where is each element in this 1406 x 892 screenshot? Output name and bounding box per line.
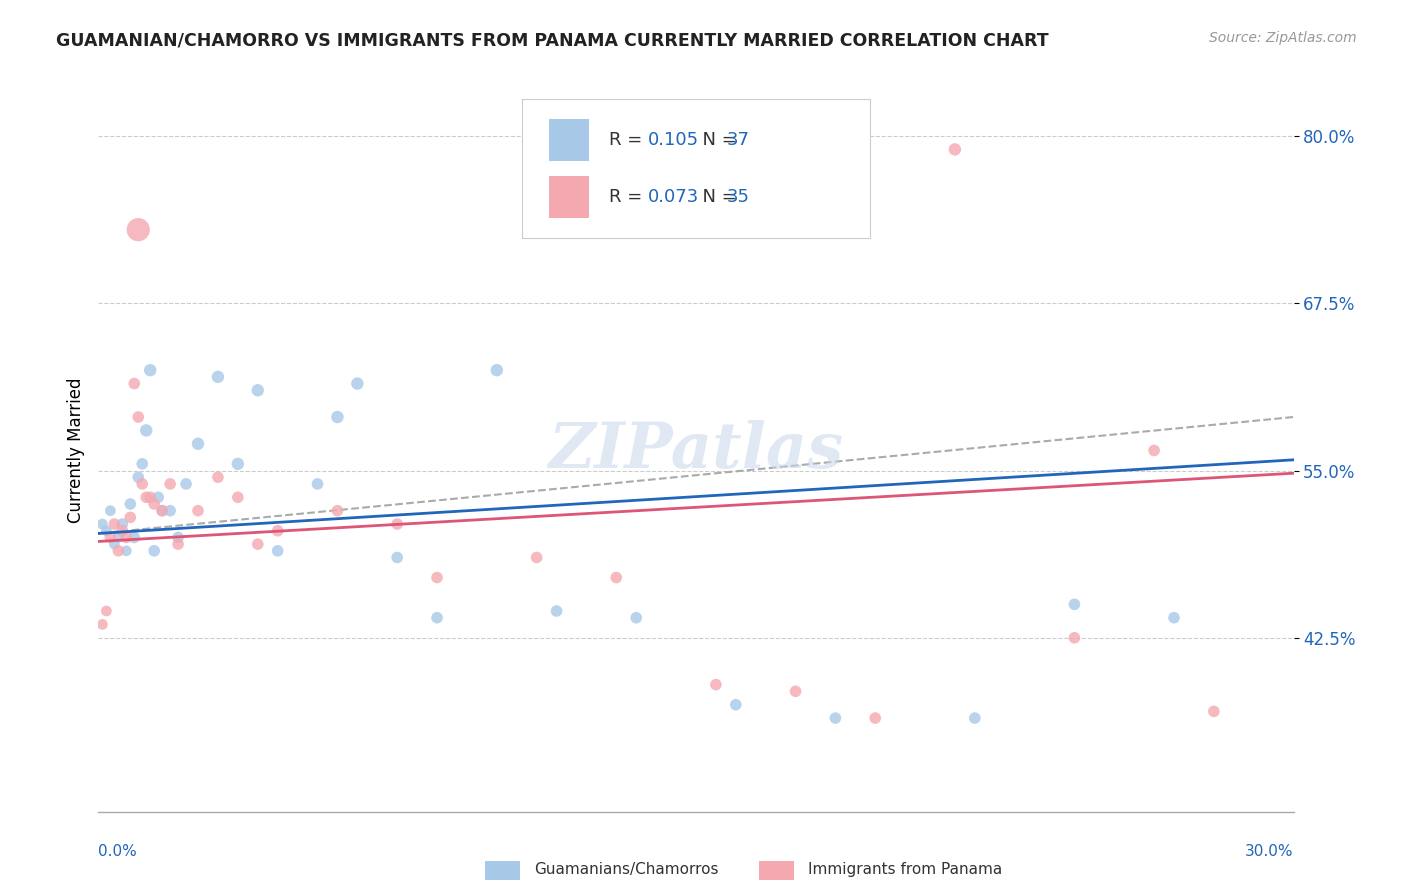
Point [120, 497, 142, 511]
Text: R =: R = [609, 188, 648, 206]
Point [107, 530, 129, 544]
Point [246, 537, 269, 551]
Point [143, 497, 166, 511]
Point [1163, 610, 1185, 624]
Point [139, 491, 162, 505]
Text: Source: ZipAtlas.com: Source: ZipAtlas.com [1209, 31, 1357, 45]
Text: 37: 37 [727, 131, 749, 149]
Point [159, 476, 181, 491]
Point [385, 517, 409, 532]
Point [135, 424, 157, 438]
Point [267, 543, 290, 558]
Text: Guamanians/Chamorros: Guamanians/Chamorros [534, 863, 718, 877]
Point [326, 503, 349, 517]
Point [143, 543, 166, 558]
Point [111, 524, 134, 538]
Text: R =: R = [609, 131, 648, 149]
Point [127, 470, 149, 484]
Point [1143, 443, 1166, 458]
Y-axis label: Currently Married: Currently Married [66, 377, 84, 524]
Point [96, 524, 118, 538]
Point [107, 543, 129, 558]
Point [267, 524, 290, 538]
Point [485, 363, 508, 377]
Point [704, 678, 727, 692]
Point [426, 610, 449, 624]
Text: 0.073: 0.073 [648, 188, 700, 206]
Point [526, 550, 548, 565]
Text: GUAMANIAN/CHAMORRO VS IMMIGRANTS FROM PANAMA CURRENTLY MARRIED CORRELATION CHART: GUAMANIAN/CHAMORRO VS IMMIGRANTS FROM PA… [56, 31, 1049, 49]
Point [115, 530, 138, 544]
Point [187, 503, 209, 517]
Point [150, 503, 173, 517]
Point [385, 550, 409, 565]
Point [120, 510, 142, 524]
Point [246, 384, 269, 398]
Point [127, 223, 149, 237]
Point [131, 457, 153, 471]
Point [150, 503, 173, 517]
Point [426, 571, 449, 585]
Point [546, 604, 568, 618]
Text: 35: 35 [727, 188, 749, 206]
Point [226, 491, 249, 505]
Point [167, 530, 190, 544]
Point [174, 476, 197, 491]
Point [131, 476, 153, 491]
Text: 30.0%: 30.0% [1246, 844, 1294, 859]
Text: 0.0%: 0.0% [98, 844, 138, 859]
Point [127, 410, 149, 425]
Point [626, 610, 648, 624]
Point [124, 530, 146, 544]
Point [148, 491, 170, 505]
Point [346, 376, 368, 391]
Point [91, 617, 114, 632]
Point [111, 517, 134, 532]
Point [326, 410, 349, 425]
Point [724, 698, 747, 712]
Point [1063, 631, 1085, 645]
Point [98, 530, 122, 544]
Text: Immigrants from Panama: Immigrants from Panama [808, 863, 1002, 877]
Point [124, 376, 146, 391]
Text: N =: N = [690, 188, 742, 206]
Point [1202, 705, 1225, 719]
Point [207, 370, 229, 384]
Point [1063, 598, 1085, 612]
Point [785, 684, 807, 698]
Point [139, 363, 162, 377]
Point [207, 470, 229, 484]
Point [824, 711, 846, 725]
Point [103, 517, 125, 532]
Text: N =: N = [690, 131, 742, 149]
Point [115, 543, 138, 558]
Point [307, 476, 329, 491]
Text: 0.105: 0.105 [648, 131, 699, 149]
Point [91, 517, 114, 532]
Point [159, 503, 181, 517]
Point [135, 491, 157, 505]
Point [103, 537, 125, 551]
Point [605, 571, 627, 585]
Point [98, 503, 122, 517]
Point [167, 537, 190, 551]
Point [96, 604, 118, 618]
Point [943, 143, 966, 157]
Point [865, 711, 887, 725]
Text: ZIPatlas: ZIPatlas [548, 420, 844, 481]
Point [226, 457, 249, 471]
Point [963, 711, 986, 725]
Point [187, 437, 209, 451]
